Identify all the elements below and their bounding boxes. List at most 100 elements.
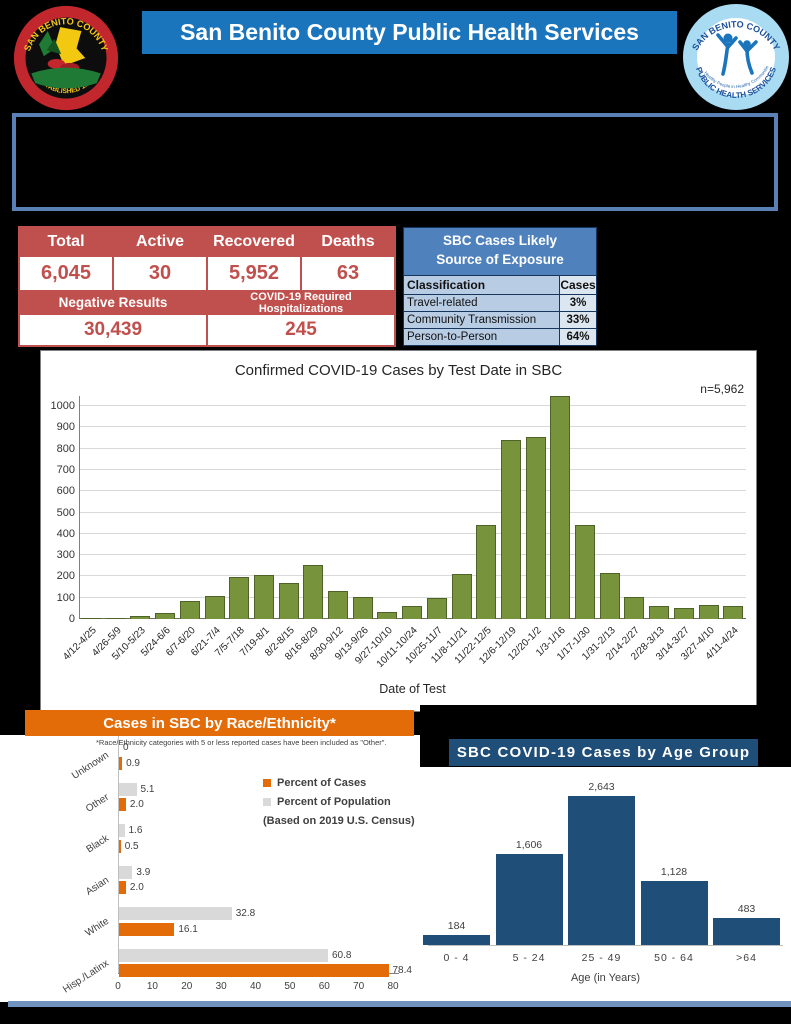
county-seal-logo: SAN BENITO COUNTY ESTABLISHED 1874 [13,5,119,111]
gridline [79,511,746,513]
race-bar [119,865,133,879]
gridline [79,554,746,556]
y-axis-line [79,396,80,619]
deaths-header: Deaths [302,228,394,255]
gridline [79,468,746,470]
gridline [79,447,746,449]
age-x-tick-label: 5 - 24 [512,952,546,964]
exposure-classification: Person-to-Person [404,328,560,345]
y-tick-label: 900 [56,421,75,434]
y-tick-label: 600 [56,485,75,498]
race-value-label: 5.1 [140,783,155,795]
sample-size-label: n=5,962 [700,382,744,396]
y-tick-label: 500 [56,506,75,519]
exposure-rows: Travel-related 3% Community Transmission 33… [404,294,596,345]
exposure-table-title: SBC Cases Likely Source of Exposure [404,228,596,276]
age-bar [640,881,708,945]
age-value-label: 483 [737,902,756,915]
age-bar [495,854,563,945]
gridline [79,596,746,598]
test-date-bar [130,615,151,619]
test-date-bar [204,595,225,619]
recovered-header: Recovered [208,228,300,255]
race-bar [119,824,125,837]
test-date-bar [81,617,101,619]
hospitalizations-value: 245 [208,315,394,345]
test-date-bar [105,617,126,619]
test-date-bar [500,440,521,619]
exposure-header-row: Classification Cases [404,275,596,295]
race-x-tick-label: 40 [249,981,262,992]
age-bar [713,917,780,945]
cases-legend-swatch [263,779,271,787]
test-date-bar [723,606,744,619]
active-header: Active [114,228,206,255]
race-value-label: 0.9 [126,757,140,769]
exposure-source-table: SBC Cases Likely Source of Exposure Clas… [403,227,597,346]
gridline [79,490,746,492]
age-x-tick-label: 50 - 64 [654,952,694,964]
exposure-row: Person-to-Person 64% [404,328,596,345]
test-date-bar [253,575,274,619]
test-date-bar [624,596,645,619]
y-tick-label: 800 [56,442,75,455]
hospitalizations-header: COVID-19 Required Hospitalizations [208,291,394,315]
test-date-bar [229,577,250,619]
race-x-tick-label: 60 [318,981,330,992]
race-value-label: 2.0 [129,882,144,893]
test-date-bar [550,396,571,619]
race-x-tick-label: 50 [284,981,296,992]
race-chart-footnote: *Race/Ethnicity categories with 5 or les… [96,738,387,747]
exposure-title-line1: SBC Cases Likely [442,233,558,248]
cases-header: Cases [560,275,596,294]
race-bar [119,839,121,853]
seal-county-shape [55,27,86,66]
case-summary-table: Total Active Recovered Deaths 6,045 30 5… [18,226,396,347]
test-date-chart-title: Confirmed COVID-19 Cases by Test Date in… [234,362,563,379]
gridline [79,405,746,406]
classification-header: Classification [404,275,560,294]
exposure-cases-value: 3% [560,294,596,311]
race-value-label: 60.8 [332,949,352,961]
race-bar [119,922,175,936]
race-value-label: 78.4 [392,965,412,976]
age-axis-title: Age (in Years) [570,972,641,984]
test-date-bar [575,525,596,619]
race-x-tick-label: 30 [215,981,227,992]
seal-field [31,67,101,89]
race-x-tick-label: 20 [181,981,193,992]
race-bar [119,881,126,894]
race-value-label: 16.1 [178,923,198,935]
race-value-label: 3.9 [136,866,151,878]
age-bar [423,934,490,945]
test-date-bar [599,573,620,619]
race-plot-area: 0 0.9 Unknown 5.1 2.0 Other 1.6 0.5 Black 3.9 2.0 A… [0,735,420,1002]
y-tick-label: 0 [68,613,75,625]
test-date-x-labels: 4/12-4/25 4/26-5/9 5/10-5/23 5/24-6/6 6/7-6/… [61,623,746,683]
test-date-bar [525,436,546,619]
footer-divider [8,1001,791,1007]
exposure-title-line2: Source of Exposure [436,251,564,267]
race-chart-legend: Percent of Cases Percent of Population (… [263,777,415,827]
race-bar [119,782,137,796]
age-value-label: 2,643 [588,781,615,793]
test-date-bar [278,582,299,619]
age-value-label: 1,606 [515,839,543,852]
test-date-bar [476,525,497,619]
gridline [79,426,746,428]
age-x-axis [428,945,783,946]
active-value: 30 [114,257,206,290]
page-title: San Benito County Public Health Services [142,11,677,54]
test-date-bar [179,600,200,619]
population-legend-swatch [263,798,271,806]
age-x-tick-label: >64 [736,952,757,964]
race-chart-title: Cases in SBC by Race/Ethnicity* [25,710,414,736]
gridline [79,532,746,534]
test-date-plot-area: 0 100 200 300 400 500 600 700 800 900 1000 [51,396,746,625]
y-tick-label: 200 [56,570,75,583]
exposure-row: Community Transmission 33% [404,311,596,329]
test-date-bar [698,605,719,619]
race-y-axis-line [118,735,119,973]
race-bar [119,798,126,811]
